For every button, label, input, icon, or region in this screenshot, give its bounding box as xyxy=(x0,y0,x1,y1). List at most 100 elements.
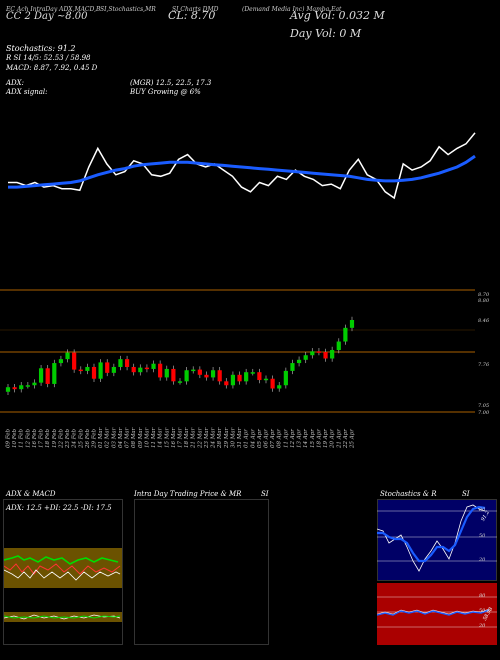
candle xyxy=(204,374,209,378)
date-tick: 14 Apr xyxy=(303,429,309,448)
date-tick: 07 Mar xyxy=(125,427,131,448)
mgr-readout: (MGR) 12.5, 22.5, 17.3 xyxy=(130,79,212,87)
date-tick: 12 Apr xyxy=(290,429,296,448)
header-close-overlay: SI Charts DMD xyxy=(172,6,219,13)
day-vol: Day Vol: 0 M xyxy=(290,27,362,40)
date-tick: 22 Feb xyxy=(58,428,64,449)
candle xyxy=(58,359,64,364)
rsi-readout: R SI 14/5: 52.53 / 58.98 xyxy=(6,54,91,62)
date-tick: 20 Apr xyxy=(330,429,336,449)
header-line1-left-overlay: EC Ach IntraDay ADX,MACD,B xyxy=(6,6,101,13)
date-tick: 01 Apr xyxy=(244,429,250,448)
header-right-overlay: (Demand Media Inc) Mamba Eat xyxy=(242,6,342,13)
date-tick: 08 Mar xyxy=(131,427,137,448)
adx-panel: ADX: 12.5 +DI: 22.5 -DI: 17.5 xyxy=(3,499,123,645)
rsi-line xyxy=(377,609,490,616)
candle xyxy=(217,370,222,382)
candle xyxy=(158,363,163,378)
rsi-line-white xyxy=(377,608,490,615)
candle xyxy=(330,350,335,359)
candle xyxy=(164,368,169,378)
candle xyxy=(171,368,176,382)
date-tick: 04 Mar xyxy=(118,427,124,448)
date-tick: 14 Mar xyxy=(158,427,164,448)
price-tick: 8.80 xyxy=(478,298,490,304)
date-tick: 18 Mar xyxy=(184,427,190,448)
candle xyxy=(177,381,183,383)
price-tick: 7.00 xyxy=(478,410,490,416)
candle xyxy=(138,367,143,373)
candle xyxy=(349,320,355,328)
date-tick: 22 Apr xyxy=(343,429,349,449)
candle xyxy=(78,369,83,372)
candle xyxy=(124,359,130,367)
date-tick: 21 Apr xyxy=(336,429,342,449)
adx-minus-di xyxy=(4,563,121,575)
candle xyxy=(19,385,24,390)
date-axis: 09 Feb 10 Feb 11 Feb 12 Feb 16 Feb 17 Feb 18 F… xyxy=(6,427,356,449)
date-tick: 15 Mar xyxy=(164,427,170,448)
candle xyxy=(250,372,255,374)
candle xyxy=(38,368,44,383)
candle xyxy=(277,385,282,389)
date-tick: 09 Mar xyxy=(138,427,144,448)
adx-label: ADX: xyxy=(6,79,25,87)
candle xyxy=(230,374,236,386)
candle xyxy=(131,366,136,373)
adx-panel-title: ADX & MACD xyxy=(6,490,56,498)
date-tick: 21 Mar xyxy=(191,427,197,449)
macd-readout: MACD: 8.87, 7.92, 0.45 D xyxy=(6,64,98,72)
date-tick: 12 Feb xyxy=(25,428,31,448)
candle xyxy=(45,368,50,384)
date-tick: 25 Feb xyxy=(78,428,84,449)
rsi-area xyxy=(377,583,497,645)
adx-band xyxy=(4,548,122,588)
adx-readout: ADX: 12.5 +DI: 22.5 -DI: 17.5 xyxy=(6,504,112,512)
price-tick: 7.05 xyxy=(478,403,489,409)
candle xyxy=(144,367,150,370)
candle xyxy=(85,366,90,371)
candle xyxy=(263,378,269,381)
date-tick: 11 Apr xyxy=(283,429,289,448)
candle xyxy=(52,363,57,384)
date-tick: 23 Feb xyxy=(65,428,71,449)
stoch-readout: Stochastics: 91.2 xyxy=(6,44,76,53)
intraday-panel-title: Intra Day Trading Price & MR xyxy=(134,490,242,498)
intraday-panel xyxy=(134,499,269,645)
adx-signal-label: ADX signal: xyxy=(6,88,48,96)
date-tick: 10 Mar xyxy=(144,427,150,448)
candle xyxy=(237,374,242,382)
date-tick: 18 Feb xyxy=(45,428,51,448)
buy-signal: BUY Growing @ 6% xyxy=(130,88,201,96)
date-tick: 23 Mar xyxy=(204,427,210,449)
date-tick: 22 Mar xyxy=(197,427,203,449)
rsi-tick-50: 50 xyxy=(479,608,486,614)
candle xyxy=(316,351,322,353)
candle xyxy=(270,378,275,389)
candle xyxy=(323,351,328,359)
candle xyxy=(296,359,302,364)
date-tick: 25 Apr xyxy=(350,429,356,449)
candle xyxy=(244,372,249,382)
candle xyxy=(65,352,70,360)
date-tick: 29 Mar xyxy=(224,427,230,449)
date-tick: 09 Feb xyxy=(6,428,12,448)
date-tick: 30 Mar xyxy=(230,427,236,448)
candle xyxy=(111,366,116,373)
candle xyxy=(336,341,341,351)
date-tick: 08 Apr xyxy=(277,429,283,448)
date-tick: 18 Apr xyxy=(316,429,322,448)
date-tick: 01 Mar xyxy=(98,427,104,448)
date-tick: 17 Feb xyxy=(39,428,45,448)
date-tick: 16 Mar xyxy=(171,427,177,448)
header-close: CL: 8.70 xyxy=(168,9,216,22)
main-chart-svg: 8.708.808.467.767.057.00 09 Feb 10 Feb 11 … xyxy=(0,132,490,449)
candle xyxy=(224,381,229,386)
top-line-chart xyxy=(8,132,476,200)
rsi-tick-20: 20 xyxy=(479,623,486,629)
price-axis: 8.708.80 8.46 7.76 7.057.00 xyxy=(478,292,490,416)
stoch-tick-20: 20 xyxy=(479,557,486,563)
adx-line xyxy=(4,569,121,581)
candle xyxy=(98,362,103,379)
date-tick: 24 Feb xyxy=(72,428,78,449)
